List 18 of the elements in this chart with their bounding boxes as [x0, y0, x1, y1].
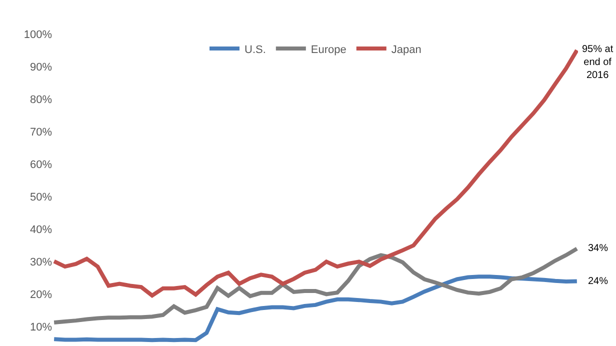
y-tick-label: 90% — [30, 61, 52, 74]
line-series — [53, 246, 578, 325]
line-series — [53, 274, 578, 342]
y-tick-label: 50% — [30, 191, 52, 204]
y-tick-label: 20% — [30, 289, 52, 302]
y-tick-label: 60% — [30, 158, 52, 171]
legend-label: Japan — [391, 44, 422, 56]
y-tick-label: 100% — [24, 28, 52, 41]
legend-label: U.S. — [244, 44, 266, 56]
y-tick-label: 10% — [30, 322, 52, 334]
y-tick-label: 40% — [30, 224, 52, 236]
text: 34% — [588, 243, 608, 254]
annotation: 95% at end of 2016 — [582, 44, 614, 81]
y-tick-label: 70% — [30, 126, 52, 138]
text: 24% — [588, 276, 608, 287]
y-tick-label: 30% — [30, 256, 52, 269]
y-tick-label: 80% — [30, 94, 52, 106]
legend-label: Europe — [310, 44, 346, 56]
